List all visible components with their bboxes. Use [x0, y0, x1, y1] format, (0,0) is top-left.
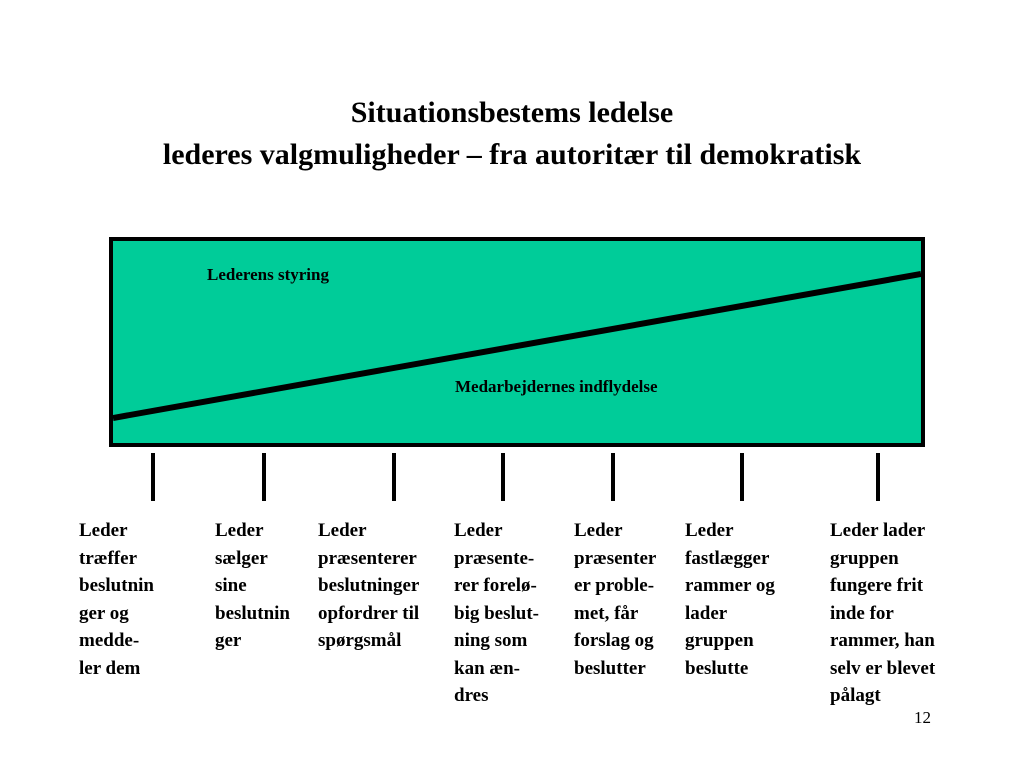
leadership-style-4: Leder præsente- rer forelø- big beslut- … — [454, 520, 539, 706]
continuum-tick-2 — [262, 453, 266, 501]
leadership-style-3: Leder præsenterer beslutninger opfordrer… — [318, 520, 420, 651]
leadership-style-6: Leder fastlægger rammer og lader gruppen… — [685, 520, 775, 679]
leadership-style-1: Leder træffer beslutnin ger og medde- le… — [79, 520, 154, 679]
leadership-style-5: Leder præsenter er proble- met, får fors… — [574, 520, 657, 679]
continuum-tick-4 — [501, 453, 505, 501]
leadership-style-7: Leder lader gruppen fungere frit inde fo… — [830, 520, 936, 706]
page-number: 12 — [914, 708, 931, 727]
continuum-tick-6 — [740, 453, 744, 501]
slide-title: Situationsbestems ledelse — [350, 96, 674, 129]
leader-control-label: Lederens styring — [207, 265, 329, 284]
continuum-tick-7 — [876, 453, 880, 501]
continuum-tick-3 — [392, 453, 396, 501]
leadership-continuum-diagram: Lederens styring Medarbejdernes indflyde… — [109, 237, 925, 447]
divider-line — [113, 271, 921, 421]
continuum-tick-1 — [151, 453, 155, 501]
leadership-style-2: Leder sælger sine beslutnin ger — [215, 520, 290, 651]
employee-influence-label: Medarbejdernes indflydelse — [455, 377, 658, 396]
slide-subtitle: lederes valgmuligheder – fra autoritær t… — [162, 138, 862, 171]
continuum-tick-5 — [611, 453, 615, 501]
